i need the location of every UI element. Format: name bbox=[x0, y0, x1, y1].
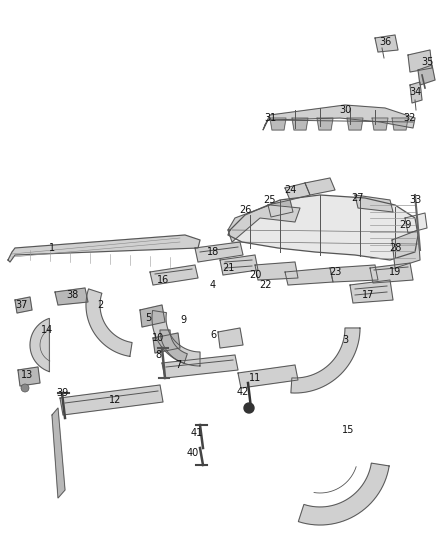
Circle shape bbox=[244, 403, 254, 413]
Text: 33: 33 bbox=[409, 195, 421, 205]
Text: 24: 24 bbox=[284, 185, 296, 195]
Text: 15: 15 bbox=[342, 425, 354, 435]
Text: 28: 28 bbox=[389, 243, 401, 253]
Polygon shape bbox=[375, 35, 398, 52]
Text: 34: 34 bbox=[409, 87, 421, 97]
Text: 29: 29 bbox=[399, 220, 411, 230]
Polygon shape bbox=[317, 118, 333, 130]
Polygon shape bbox=[160, 330, 187, 364]
Polygon shape bbox=[263, 105, 415, 130]
Polygon shape bbox=[285, 183, 310, 200]
Polygon shape bbox=[18, 367, 40, 386]
Polygon shape bbox=[285, 268, 333, 285]
Text: 12: 12 bbox=[109, 395, 121, 405]
Polygon shape bbox=[15, 297, 32, 313]
Polygon shape bbox=[195, 242, 243, 262]
Text: 42: 42 bbox=[237, 387, 249, 397]
Polygon shape bbox=[372, 118, 388, 130]
Text: 32: 32 bbox=[404, 113, 416, 123]
Polygon shape bbox=[150, 265, 198, 285]
Text: 25: 25 bbox=[264, 195, 276, 205]
Polygon shape bbox=[268, 200, 293, 217]
Polygon shape bbox=[355, 195, 393, 212]
Polygon shape bbox=[162, 355, 238, 378]
Text: 11: 11 bbox=[249, 373, 261, 383]
Polygon shape bbox=[350, 280, 393, 303]
Text: 21: 21 bbox=[222, 263, 234, 273]
Polygon shape bbox=[408, 50, 432, 72]
Text: 2: 2 bbox=[97, 300, 103, 310]
Polygon shape bbox=[8, 235, 200, 262]
Text: 13: 13 bbox=[21, 370, 33, 380]
Text: 39: 39 bbox=[56, 388, 68, 398]
Polygon shape bbox=[238, 365, 298, 388]
Text: 19: 19 bbox=[389, 267, 401, 277]
Text: 7: 7 bbox=[175, 360, 181, 370]
Text: 41: 41 bbox=[191, 428, 203, 438]
Polygon shape bbox=[392, 230, 420, 268]
Circle shape bbox=[21, 384, 29, 392]
Text: 14: 14 bbox=[41, 325, 53, 335]
Text: 4: 4 bbox=[210, 280, 216, 290]
Polygon shape bbox=[410, 82, 422, 103]
Text: 18: 18 bbox=[207, 247, 219, 257]
Text: 38: 38 bbox=[66, 290, 78, 300]
Text: 26: 26 bbox=[239, 205, 251, 215]
Polygon shape bbox=[220, 255, 258, 275]
Text: 20: 20 bbox=[249, 270, 261, 280]
Polygon shape bbox=[60, 385, 163, 415]
Polygon shape bbox=[405, 213, 427, 233]
Polygon shape bbox=[292, 118, 308, 130]
Polygon shape bbox=[392, 118, 408, 130]
Polygon shape bbox=[418, 65, 435, 85]
Text: 8: 8 bbox=[155, 350, 161, 360]
Text: 31: 31 bbox=[264, 113, 276, 123]
Polygon shape bbox=[140, 305, 165, 327]
Polygon shape bbox=[228, 205, 300, 242]
Text: 35: 35 bbox=[422, 57, 434, 67]
Text: 1: 1 bbox=[49, 243, 55, 253]
Text: 40: 40 bbox=[187, 448, 199, 458]
Polygon shape bbox=[86, 289, 132, 357]
Polygon shape bbox=[298, 463, 389, 525]
Polygon shape bbox=[330, 265, 378, 282]
Text: 3: 3 bbox=[342, 335, 348, 345]
Polygon shape bbox=[152, 311, 200, 366]
Polygon shape bbox=[218, 328, 243, 348]
Text: 5: 5 bbox=[145, 313, 151, 323]
Polygon shape bbox=[270, 118, 286, 130]
Text: 22: 22 bbox=[259, 280, 271, 290]
Polygon shape bbox=[153, 333, 180, 353]
Text: 9: 9 bbox=[180, 315, 186, 325]
Text: 6: 6 bbox=[210, 330, 216, 340]
Text: 30: 30 bbox=[339, 105, 351, 115]
Text: 17: 17 bbox=[362, 290, 374, 300]
Polygon shape bbox=[52, 408, 65, 498]
Polygon shape bbox=[347, 118, 363, 130]
Polygon shape bbox=[55, 288, 88, 305]
Polygon shape bbox=[291, 328, 360, 393]
Text: 23: 23 bbox=[329, 267, 341, 277]
Polygon shape bbox=[228, 195, 418, 260]
Text: 36: 36 bbox=[379, 37, 391, 47]
Polygon shape bbox=[305, 178, 335, 195]
Text: 10: 10 bbox=[152, 333, 164, 343]
Polygon shape bbox=[255, 262, 298, 280]
Polygon shape bbox=[30, 318, 49, 372]
Text: 27: 27 bbox=[352, 193, 364, 203]
Polygon shape bbox=[370, 263, 413, 283]
Text: 37: 37 bbox=[16, 300, 28, 310]
Text: 16: 16 bbox=[157, 275, 169, 285]
